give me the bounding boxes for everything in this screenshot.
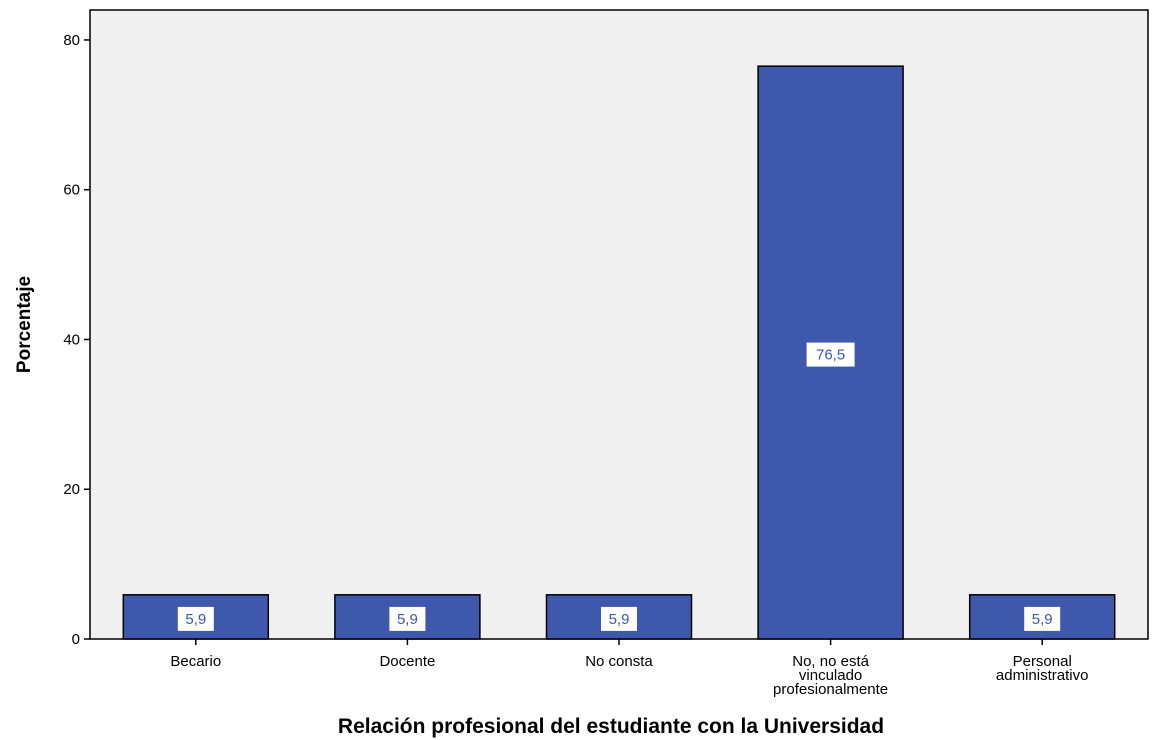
x-tick-label-line: administrativo xyxy=(996,667,1089,684)
y-tick-label: 0 xyxy=(72,631,80,648)
x-tick-label-line: profesionalmente xyxy=(773,681,888,698)
x-tick-label-line: No, no está xyxy=(792,653,869,670)
y-tick-label: 40 xyxy=(63,331,80,348)
y-tick-label: 80 xyxy=(63,32,80,49)
data-label: 5,9 xyxy=(397,611,418,628)
y-axis-title: Porcentaje xyxy=(14,276,35,373)
data-label-box xyxy=(1024,606,1061,631)
data-label: 5,9 xyxy=(609,611,630,628)
data-label: 76,5 xyxy=(816,347,845,364)
y-tick-label: 20 xyxy=(63,481,80,498)
data-label-box xyxy=(806,342,855,367)
data-label-box xyxy=(601,606,637,631)
x-tick-label: No consta xyxy=(585,653,653,670)
x-tick-label: Becario xyxy=(170,653,221,670)
x-tick-label-line: Docente xyxy=(379,653,435,670)
x-tick-label: No, no está vinculado profesionalmente xyxy=(773,653,888,698)
y-axis: 0 20 40 60 80 xyxy=(63,32,90,648)
x-tick-label-line: Personal xyxy=(1013,653,1072,670)
data-label: 5,9 xyxy=(1032,611,1053,628)
x-axis-title: Relación profesional del estudiante con … xyxy=(338,715,884,738)
x-tick-label-line: No consta xyxy=(585,653,653,670)
x-axis: Becario Docente No consta No, no está vincul… xyxy=(170,639,1088,698)
x-tick-label-line: Becario xyxy=(170,653,221,670)
data-label-box xyxy=(177,606,214,631)
x-tick-label-line: vinculado xyxy=(799,667,862,684)
x-tick-label: Personal administrativo xyxy=(996,653,1089,684)
x-tick-label: Docente xyxy=(379,653,435,670)
data-label: 5,9 xyxy=(185,611,206,628)
bars: 5,9 5,9 5,9 76,5 5,9 xyxy=(122,65,1116,640)
plot-area xyxy=(89,9,1149,640)
y-tick-label: 60 xyxy=(63,182,80,199)
data-label-box xyxy=(389,606,426,631)
